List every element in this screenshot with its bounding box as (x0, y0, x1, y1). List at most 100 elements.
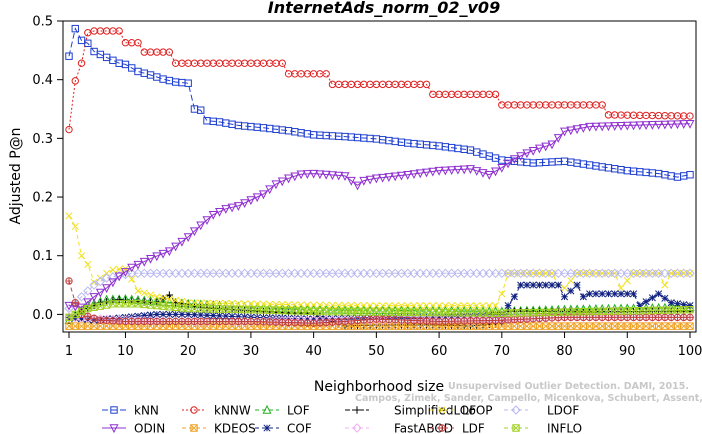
data-point (146, 291, 155, 299)
data-point (629, 290, 638, 298)
data-point (541, 268, 551, 279)
data-point (346, 268, 356, 279)
data-point (466, 317, 475, 325)
data-point (453, 165, 463, 175)
data-point (547, 268, 557, 279)
data-point (102, 301, 111, 309)
data-point (203, 311, 211, 319)
data-point (266, 318, 274, 326)
data-point (272, 314, 280, 322)
data-point (322, 315, 330, 323)
data-point (661, 294, 669, 302)
data-point (284, 314, 293, 322)
data-point (566, 268, 576, 279)
data-point (115, 265, 123, 273)
data-point (623, 313, 631, 322)
data-point (283, 268, 294, 279)
data-point (629, 121, 639, 131)
data-point (65, 277, 73, 285)
data-point (95, 288, 105, 298)
legend-label: kNN (134, 404, 159, 418)
data-point (686, 322, 694, 330)
data-point (446, 268, 457, 279)
data-point (661, 281, 669, 289)
data-point (71, 310, 79, 319)
data-point (215, 208, 225, 217)
y-axis-label: Adjusted P@n (8, 127, 24, 224)
data-point (377, 268, 388, 279)
data-point (441, 302, 449, 310)
data-point (303, 315, 311, 323)
data-point (473, 317, 481, 325)
data-point (648, 313, 657, 322)
data-point (183, 233, 193, 243)
data-point (158, 268, 168, 279)
data-point (591, 122, 601, 132)
data-point (410, 316, 418, 325)
data-point (666, 268, 676, 279)
data-point (472, 268, 482, 279)
data-point (302, 268, 313, 279)
data-point (89, 280, 99, 290)
data-point (673, 300, 682, 308)
data-point (197, 317, 205, 326)
data-point (221, 268, 231, 279)
data-point (611, 290, 619, 298)
data-point (560, 127, 570, 137)
data-point (616, 268, 626, 279)
data-point (435, 302, 443, 310)
data-point (265, 185, 275, 195)
data-point (240, 199, 250, 208)
data-point (353, 316, 362, 325)
data-point (328, 301, 337, 309)
data-point (164, 268, 175, 279)
data-point (240, 317, 249, 326)
data-point (484, 268, 494, 279)
data-point (208, 210, 218, 220)
data-point (114, 272, 124, 282)
data-point (178, 310, 186, 318)
data-point (416, 317, 424, 325)
data-point (560, 284, 569, 292)
data-point (466, 302, 475, 310)
data-point (534, 268, 545, 279)
data-point (653, 268, 664, 279)
data-point (365, 175, 375, 185)
data-point (360, 316, 368, 324)
legend-item-inflo: INFLO (504, 422, 582, 434)
data-point (146, 317, 155, 326)
legend-label: LDF (462, 422, 485, 434)
data-point (297, 315, 305, 323)
data-point (347, 317, 355, 325)
data-point (371, 268, 382, 279)
data-point (265, 268, 275, 279)
data-point (509, 268, 520, 279)
data-point (667, 313, 675, 322)
data-point (196, 221, 206, 231)
data-point (622, 121, 632, 131)
legend-item-simplifiedlof: SimplifiedLOF (345, 404, 476, 418)
data-point (153, 310, 161, 318)
data-point (183, 268, 193, 279)
data-point (415, 169, 425, 179)
data-point (522, 149, 532, 159)
data-point (422, 317, 431, 325)
data-point (479, 302, 487, 310)
data-point (303, 301, 311, 309)
data-point (253, 307, 261, 315)
data-point (509, 155, 519, 164)
data-point (227, 268, 237, 279)
data-point (497, 163, 507, 173)
data-point (71, 298, 79, 307)
data-point (680, 301, 688, 309)
data-point (228, 317, 236, 326)
data-point (190, 299, 199, 307)
data-point (384, 173, 394, 182)
data-point (184, 310, 192, 318)
data-point (233, 202, 243, 211)
data-point (171, 242, 181, 252)
legend-marker (190, 424, 198, 432)
x-tick-label: 90 (619, 344, 636, 359)
data-point (77, 307, 86, 316)
